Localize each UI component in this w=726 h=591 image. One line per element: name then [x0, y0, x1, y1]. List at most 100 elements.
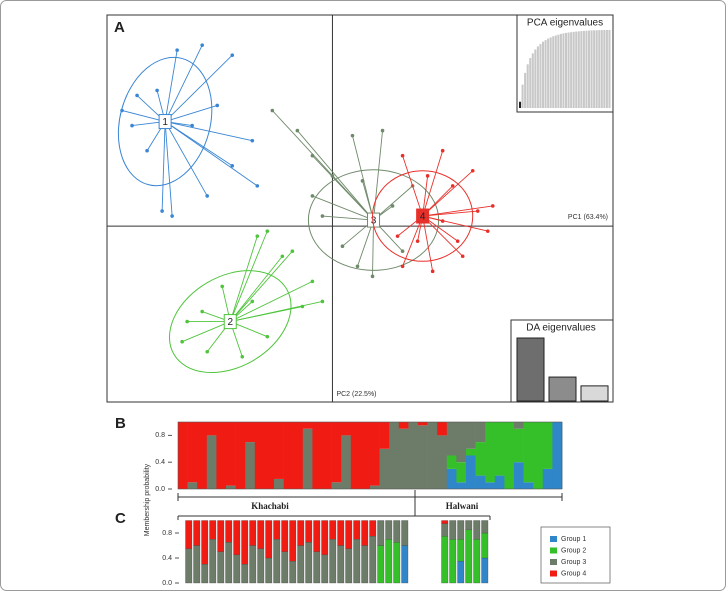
panel-letter: B: [115, 415, 126, 432]
point: [170, 214, 174, 218]
bar-segment: [466, 422, 476, 449]
bar-segment: [437, 435, 448, 489]
spoke: [230, 280, 313, 322]
spoke: [373, 130, 383, 221]
bar-segment: [249, 520, 257, 546]
bar-segment: [456, 482, 467, 489]
bar-segment: [353, 520, 361, 540]
bar: [565, 32, 568, 108]
bar-segment: [401, 520, 409, 546]
point: [185, 319, 189, 324]
bar-segment: [393, 520, 401, 543]
bar-segment: [370, 422, 380, 486]
bar-segment: [504, 422, 515, 489]
bar-segment: [241, 520, 249, 565]
bar: [559, 33, 562, 108]
bar-segment: [475, 422, 486, 443]
bar-segment: [281, 520, 289, 552]
bar-segment: [552, 422, 563, 489]
point: [255, 184, 260, 188]
bar: [542, 41, 545, 109]
legend-swatch: [550, 559, 557, 565]
bar-segment: [273, 520, 281, 540]
bar-segment: [305, 542, 313, 584]
point: [155, 88, 159, 93]
spoke: [332, 175, 374, 221]
population-label: Khachabi: [251, 501, 289, 511]
bar-segment: [265, 520, 273, 559]
group-ellipse: [372, 170, 474, 262]
bar-segment: [235, 422, 246, 489]
bar-segment: [514, 422, 524, 429]
bar-segment: [322, 422, 332, 489]
bar-segment: [337, 520, 345, 546]
point: [310, 279, 315, 284]
bar-segment: [337, 545, 345, 584]
point: [340, 244, 345, 248]
bar-segment: [360, 422, 371, 489]
bar-segment: [465, 529, 473, 584]
spoke: [229, 236, 258, 322]
bar-segment: [226, 422, 236, 486]
bar: [600, 30, 603, 108]
spoke: [164, 44, 203, 122]
point: [485, 229, 490, 233]
point: [160, 209, 164, 213]
bar: [572, 31, 575, 108]
bar-segment: [273, 539, 281, 584]
point: [320, 214, 325, 218]
bar-segment: [542, 422, 553, 469]
bar: [575, 31, 578, 109]
spoke: [229, 255, 283, 322]
group-label: 4: [420, 212, 426, 223]
y-tick-label: 0.0: [155, 486, 165, 493]
point: [135, 93, 139, 98]
bar-segment: [187, 482, 198, 489]
spoke: [297, 130, 374, 221]
bar-segment: [302, 428, 313, 489]
spoke: [322, 215, 374, 221]
legend-swatch: [550, 570, 557, 577]
point: [430, 269, 435, 274]
point: [400, 264, 405, 269]
bar: [590, 30, 593, 108]
point: [295, 128, 300, 133]
bar: [549, 37, 552, 108]
bar-segment: [377, 520, 385, 546]
point: [200, 309, 204, 314]
spoke: [164, 121, 208, 197]
point: [240, 354, 245, 359]
y-tick-label: 0.0: [162, 580, 172, 587]
spoke: [357, 219, 374, 267]
bar-segment: [494, 422, 505, 476]
bar-segment: [398, 422, 409, 429]
bar-segment: [233, 520, 241, 556]
bar: [580, 385, 609, 402]
spoke: [372, 220, 374, 277]
point: [250, 138, 255, 143]
bar-segment: [289, 520, 297, 562]
point: [130, 123, 134, 128]
bar-segment: [185, 548, 193, 584]
bar-segment: [465, 520, 473, 531]
bar: [534, 49, 537, 108]
point: [310, 194, 315, 198]
bar-segment: [514, 462, 524, 489]
group-label: 1: [162, 117, 168, 128]
bar-segment: [481, 557, 489, 584]
bar-segment: [289, 560, 297, 584]
point: [200, 43, 204, 47]
bar-segment: [313, 551, 321, 584]
point: [400, 153, 405, 158]
group-label: 3: [371, 216, 377, 227]
bar-segment: [466, 448, 476, 456]
bar: [536, 46, 539, 108]
bar-segment: [418, 422, 428, 426]
bar-segment: [193, 545, 201, 584]
point: [270, 108, 275, 113]
group-label: 2: [227, 317, 233, 328]
bar-segment: [523, 482, 534, 489]
bar-segment: [321, 520, 329, 556]
point: [255, 234, 260, 238]
